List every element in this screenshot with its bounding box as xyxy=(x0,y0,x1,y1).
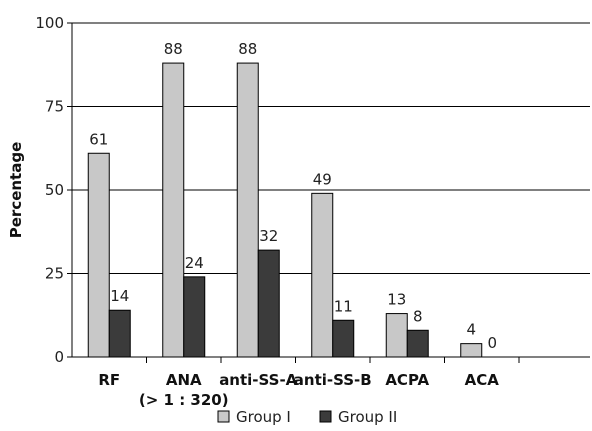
legend-label: Group II xyxy=(338,408,397,426)
bar-group-i-1 xyxy=(163,63,184,357)
legend-label: Group I xyxy=(236,408,291,426)
data-label: 61 xyxy=(89,130,108,148)
data-label: 88 xyxy=(164,40,183,58)
data-label: 88 xyxy=(238,40,257,58)
bar-group-i-2 xyxy=(237,63,258,357)
x-category-label: ACPA xyxy=(385,371,429,389)
data-label: 13 xyxy=(387,291,406,309)
data-label: 8 xyxy=(413,307,423,325)
data-label: 4 xyxy=(466,321,476,339)
data-label: 32 xyxy=(259,227,278,245)
x-category-label: anti-SS-A xyxy=(219,371,297,389)
y-tick-label: 0 xyxy=(54,348,64,366)
y-tick-label: 50 xyxy=(45,181,64,199)
data-label: 14 xyxy=(110,287,129,305)
x-category-label: (> 1 : 320) xyxy=(139,391,229,409)
bar-group-i-0 xyxy=(88,153,109,357)
x-category-label: RF xyxy=(98,371,120,389)
legend-swatch xyxy=(218,411,229,422)
bar-group-ii-4 xyxy=(407,330,428,357)
y-axis-title: Percentage xyxy=(7,142,25,239)
bar-group-ii-3 xyxy=(333,320,354,357)
bar-group-ii-0 xyxy=(109,310,130,357)
y-tick-label: 25 xyxy=(45,265,64,283)
data-label: 11 xyxy=(334,297,353,315)
bar-group-ii-1 xyxy=(184,277,205,357)
y-tick-label: 100 xyxy=(35,14,64,32)
data-label: 0 xyxy=(487,334,497,352)
legend-swatch xyxy=(320,411,331,422)
bar-group-i-3 xyxy=(312,193,333,357)
bar-group-ii-2 xyxy=(258,250,279,357)
x-category-label: anti-SS-B xyxy=(294,371,372,389)
x-category-label: ACA xyxy=(465,371,500,389)
data-label: 49 xyxy=(313,170,332,188)
bar-group-i-5 xyxy=(461,344,482,357)
data-label: 24 xyxy=(185,254,204,272)
bar-group-i-4 xyxy=(386,314,407,357)
x-category-label: ANA xyxy=(166,371,202,389)
y-tick-label: 75 xyxy=(45,98,64,116)
